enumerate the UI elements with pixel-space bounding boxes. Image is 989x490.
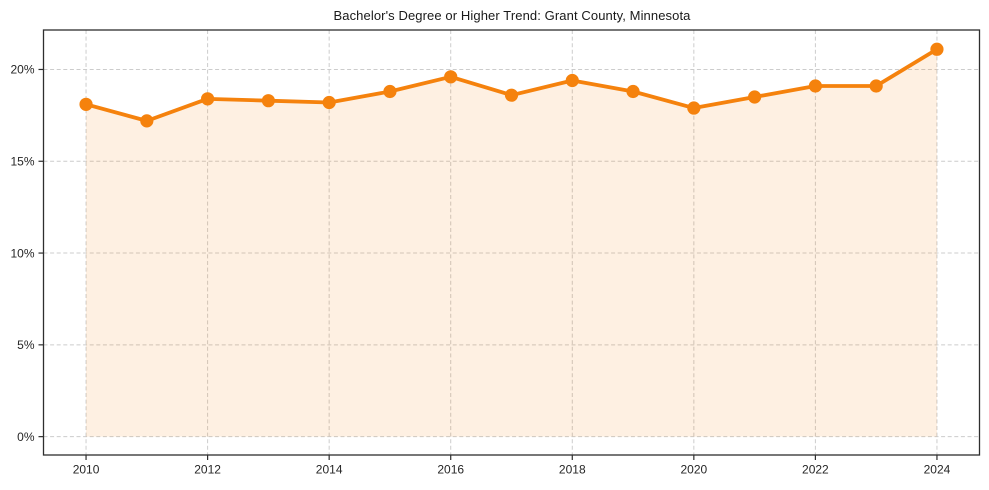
x-tick-label: 2018 (559, 463, 586, 477)
y-tick-label: 15% (10, 154, 34, 168)
data-point-marker (322, 95, 336, 110)
data-point-marker (444, 70, 458, 84)
data-point-marker (140, 114, 154, 128)
y-tick-label: 0% (17, 430, 35, 444)
data-point-marker (930, 42, 944, 56)
chart-title: Bachelor's Degree or Higher Trend: Grant… (333, 8, 691, 23)
series-area-fill (86, 49, 937, 437)
y-tick-label: 10% (10, 246, 34, 260)
x-tick-label: 2024 (924, 463, 951, 477)
data-point-marker (79, 97, 93, 111)
gridlines (43, 30, 980, 455)
data-point-marker (201, 92, 215, 106)
data-point-marker (626, 84, 640, 99)
data-point-marker (808, 79, 822, 93)
data-point-marker (687, 101, 701, 115)
x-tick-label: 2022 (802, 463, 829, 477)
x-tick-label: 2020 (680, 463, 707, 477)
data-point-marker (261, 94, 275, 108)
data-point-marker (869, 79, 883, 93)
y-tick-label: 20% (10, 63, 34, 77)
x-tick-label: 2010 (73, 463, 100, 477)
plot-border (42, 29, 981, 456)
data-point-marker (565, 73, 579, 88)
y-tick-label: 5% (17, 338, 35, 352)
series-markers (79, 42, 944, 128)
data-point-marker (748, 90, 762, 104)
data-point-marker (383, 84, 397, 99)
axis-ticks (38, 68, 938, 460)
axis-tick-labels: 0% 5% 10% 15% 20% 2010 2012 2014 2016 2018 2020 202… (10, 63, 950, 477)
data-point-marker (504, 88, 519, 102)
x-tick-label: 2014 (316, 463, 343, 477)
x-tick-label: 2012 (194, 463, 221, 477)
x-tick-label: 2016 (437, 463, 464, 477)
